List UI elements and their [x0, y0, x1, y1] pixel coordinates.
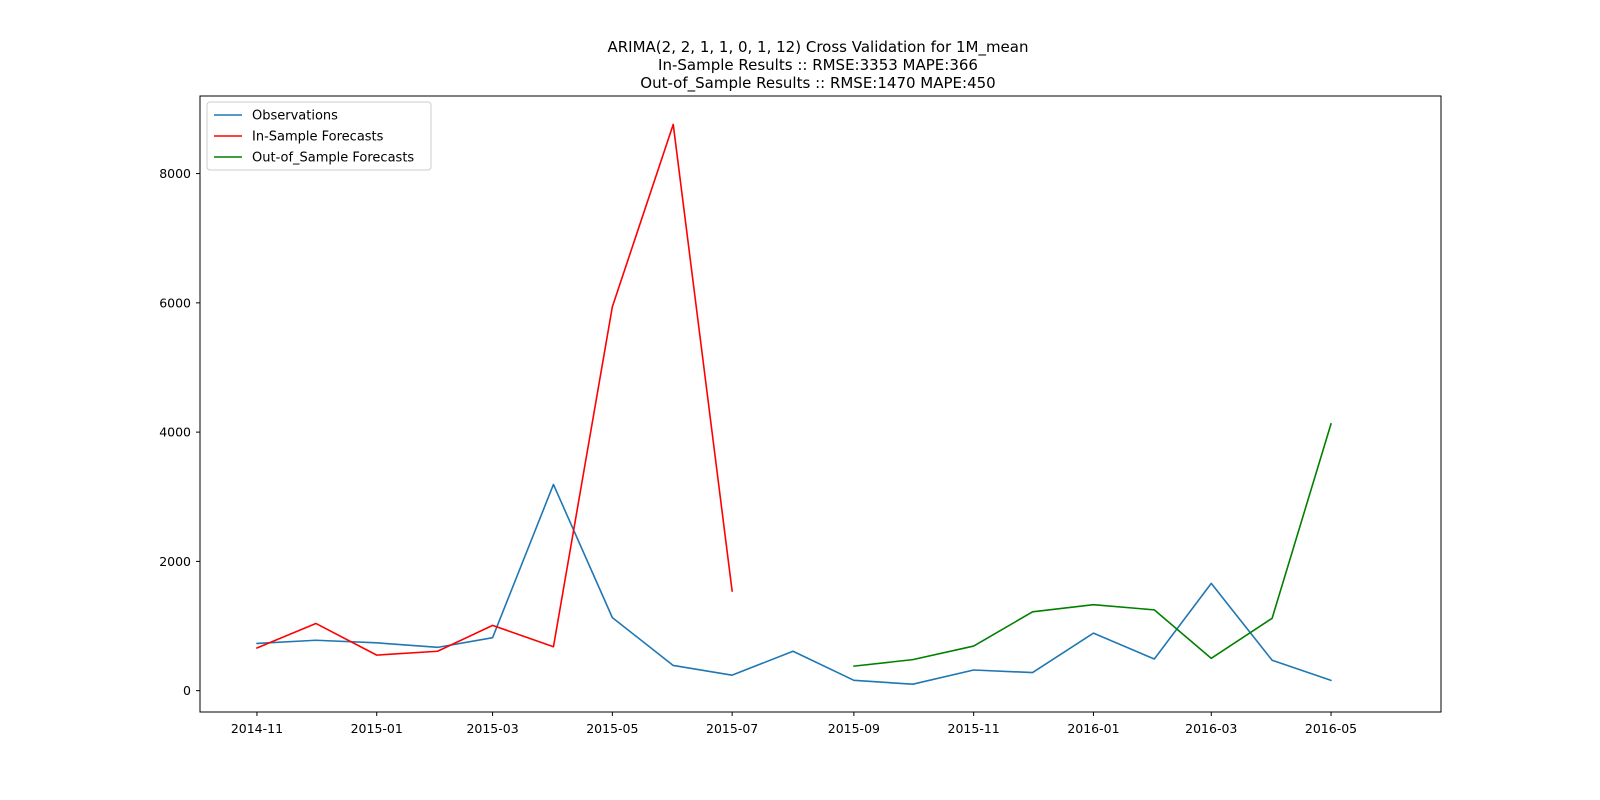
x-tick-label: 2015-03 [466, 721, 518, 736]
series-line-in-sample-forecasts [256, 123, 733, 656]
y-axis: 0 2000 4000 6000 8000 [159, 166, 200, 698]
legend-label-out-of-sample-forecasts: Out-of_Sample Forecasts [252, 151, 414, 166]
plot-series [256, 123, 1332, 686]
y-tick-label: 8000 [159, 166, 191, 181]
x-tick-label: 2015-01 [351, 721, 403, 736]
legend-label-observations: Observations [252, 109, 338, 124]
series-line-out-of-sample-forecasts [853, 422, 1332, 667]
y-tick-label: 6000 [159, 295, 191, 310]
x-tick-label: 2015-05 [586, 721, 638, 736]
x-tick-label: 2015-07 [706, 721, 758, 736]
legend-frame [206, 101, 432, 171]
title-line-2: In-Sample Results :: RMSE:3353 MAPE:366 [658, 56, 978, 74]
series-line-observations [256, 483, 1332, 686]
x-axis: 2014-11 2015-01 2015-03 2015-05 2015-07 2015-… [231, 712, 1357, 736]
x-tick-label: 2015-09 [828, 721, 880, 736]
x-tick-label: 2016-05 [1305, 721, 1357, 736]
chart-title: ARIMA(2, 2, 1, 1, 0, 1, 12) Cross Valida… [608, 38, 1029, 93]
legend-label-in-sample-forecasts: In-Sample Forecasts [252, 130, 384, 145]
plot-frame [199, 95, 1442, 713]
x-tick-label: 2015-11 [948, 721, 1000, 736]
x-tick-label: 2016-01 [1067, 721, 1119, 736]
y-tick-label: 4000 [159, 425, 191, 440]
y-tick-label: 2000 [159, 554, 191, 569]
x-tick-label: 2016-03 [1185, 721, 1237, 736]
y-tick-label: 0 [183, 683, 191, 698]
title-line-3: Out-of_Sample Results :: RMSE:1470 MAPE:… [640, 74, 995, 93]
x-tick-label: 2014-11 [231, 721, 283, 736]
legend: Observations In-Sample Forecasts Out-of_Sa… [206, 101, 432, 171]
title-line-1: ARIMA(2, 2, 1, 1, 0, 1, 12) Cross Valida… [608, 38, 1029, 57]
